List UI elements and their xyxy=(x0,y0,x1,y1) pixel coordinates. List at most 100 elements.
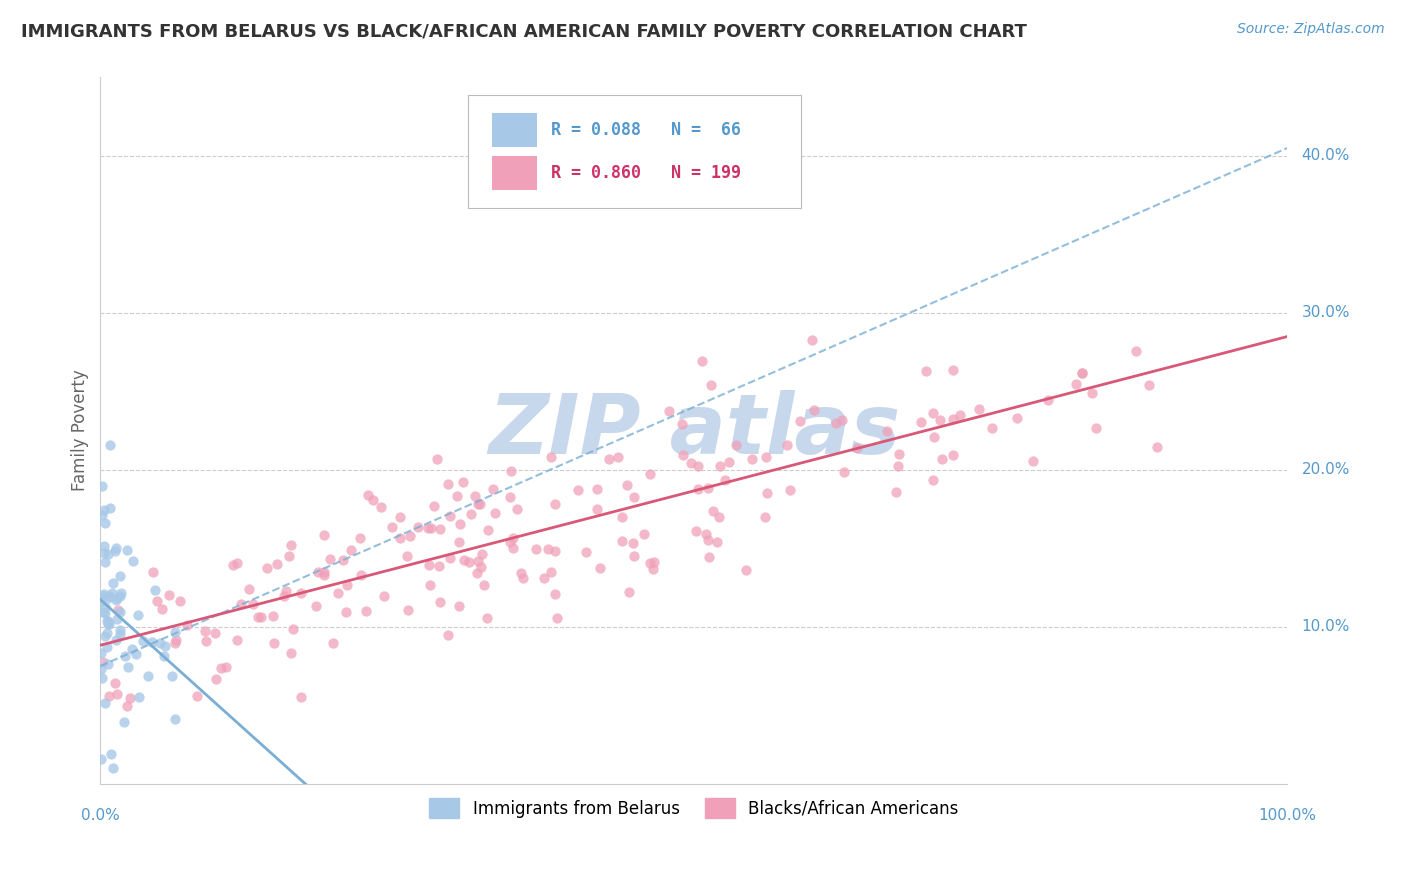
Point xyxy=(94,697,117,711)
Point xyxy=(610,534,633,549)
Point xyxy=(512,571,534,585)
Point xyxy=(204,625,226,640)
Point xyxy=(242,597,264,611)
Point xyxy=(484,506,506,520)
Point xyxy=(128,690,150,704)
Point xyxy=(336,578,359,592)
Point xyxy=(825,416,848,430)
Point xyxy=(108,568,131,582)
Point xyxy=(638,556,661,570)
Point xyxy=(1081,385,1104,400)
Point xyxy=(124,648,146,662)
Point xyxy=(540,450,562,465)
Text: IMMIGRANTS FROM BELARUS VS BLACK/AFRICAN AMERICAN FAMILY POVERTY CORRELATION CHA: IMMIGRANTS FROM BELARUS VS BLACK/AFRICAN… xyxy=(21,22,1026,40)
Point xyxy=(93,628,115,642)
Point xyxy=(280,537,302,551)
Point xyxy=(419,577,441,591)
Point xyxy=(453,475,475,489)
Point xyxy=(607,450,630,465)
Point xyxy=(643,555,665,569)
Point xyxy=(697,549,720,564)
Point xyxy=(436,628,458,642)
Point xyxy=(100,747,122,762)
Point xyxy=(145,594,167,608)
Point xyxy=(942,363,965,377)
Point xyxy=(439,551,461,566)
Point xyxy=(633,527,655,541)
Point xyxy=(335,605,357,619)
Point xyxy=(262,609,284,624)
Point xyxy=(702,504,724,518)
Point xyxy=(969,401,991,416)
Point xyxy=(231,597,253,611)
Point xyxy=(621,536,644,550)
Point xyxy=(263,636,285,650)
Point xyxy=(533,571,555,585)
Point xyxy=(93,546,115,560)
Point xyxy=(332,553,354,567)
Point xyxy=(117,659,139,673)
Point xyxy=(697,533,720,547)
Point xyxy=(94,599,117,614)
Point xyxy=(481,482,503,496)
Point xyxy=(91,479,114,493)
Point xyxy=(460,507,482,521)
Point xyxy=(389,531,412,545)
Point xyxy=(429,522,451,536)
Point xyxy=(598,451,620,466)
Point xyxy=(354,604,377,618)
Point xyxy=(921,406,943,420)
Point xyxy=(307,566,329,580)
Point xyxy=(93,555,115,569)
Point xyxy=(980,421,1002,435)
Point xyxy=(398,529,420,543)
Point xyxy=(477,523,499,537)
Point xyxy=(638,467,661,481)
Point xyxy=(396,602,419,616)
Point xyxy=(280,646,302,660)
Point xyxy=(266,557,288,571)
Point xyxy=(165,625,187,640)
Point xyxy=(575,545,598,559)
Point xyxy=(586,501,609,516)
Point xyxy=(121,641,143,656)
Point xyxy=(671,417,693,432)
Point xyxy=(115,543,138,558)
Point xyxy=(305,599,328,614)
Point xyxy=(93,539,115,553)
Point xyxy=(439,508,461,523)
Point xyxy=(363,493,385,508)
Point xyxy=(834,465,856,479)
Point xyxy=(499,490,522,504)
Point xyxy=(941,412,963,426)
Point xyxy=(686,458,709,473)
Point xyxy=(312,528,335,542)
Point xyxy=(91,589,114,603)
Legend: Immigrants from Belarus, Blacks/African Americans: Immigrants from Belarus, Blacks/African … xyxy=(423,791,965,825)
Point xyxy=(1071,366,1094,380)
Point xyxy=(93,503,115,517)
Point xyxy=(153,639,176,653)
Point xyxy=(671,448,693,462)
Point xyxy=(290,690,312,704)
Point xyxy=(537,541,560,556)
Point xyxy=(149,636,172,650)
Point xyxy=(94,606,117,620)
Point xyxy=(884,484,907,499)
Point xyxy=(153,648,176,663)
Point xyxy=(104,633,127,648)
Point xyxy=(1007,411,1029,425)
Point xyxy=(350,568,373,582)
Point xyxy=(406,519,429,533)
Point xyxy=(924,430,946,444)
Point xyxy=(108,606,131,620)
Text: ZIP atlas: ZIP atlas xyxy=(488,390,900,471)
Point xyxy=(256,561,278,575)
Point xyxy=(105,591,128,605)
Point xyxy=(418,558,440,573)
Point xyxy=(510,566,533,580)
Point xyxy=(942,448,965,462)
Point xyxy=(427,558,450,573)
Point xyxy=(226,556,249,570)
Point xyxy=(90,752,112,766)
